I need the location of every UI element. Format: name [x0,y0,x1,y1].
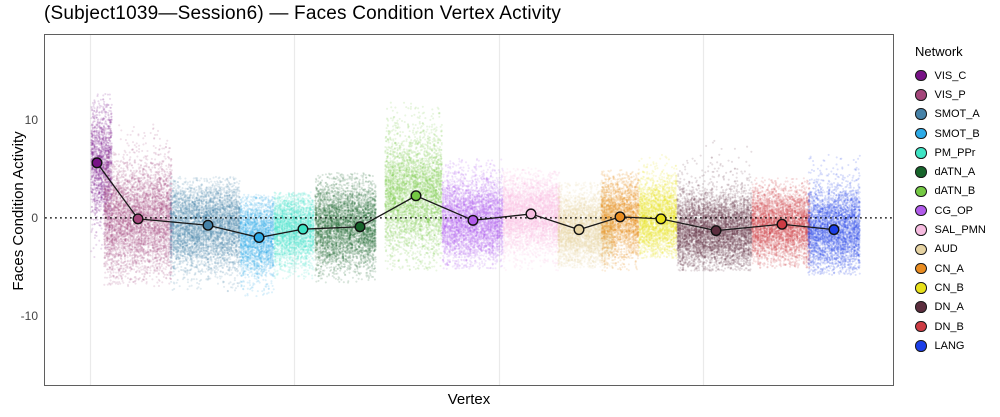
x-axis-label: Vertex [447,391,491,408]
y-tick-label: -10 [20,309,38,324]
chart-title: (Subject1039—Session6) — Faces Condition… [44,3,562,24]
legend-item-VIS_C: VIS_C [915,66,999,85]
legend-swatch-icon [915,282,927,294]
legend-swatch-icon [915,108,927,120]
legend: Network VIS_C VIS_P SMOT_A SMOT_B PM_PPr dATN… [915,44,999,355]
legend-item-SAL_PMN: SAL_PMN [915,220,999,239]
legend-swatch-icon [915,224,927,236]
legend-item-AUD: AUD [915,240,999,259]
legend-swatch-icon [915,127,927,140]
legend-item-SMOT_A: SMOT_A [915,105,999,124]
legend-item-LANG: LANG [915,336,999,355]
legend-item-DN_A: DN_A [915,298,999,317]
legend-swatch-icon [915,185,927,198]
legend-swatch-icon [915,69,927,82]
legend-label: LANG [934,339,965,352]
legend-item-DN_B: DN_B [915,317,999,336]
legend-label: SMOT_B [934,127,980,140]
legend-item-CN_B: CN_B [915,278,999,297]
legend-label: DN_A [934,301,964,314]
legend-item-CG_OP: CG_OP [915,201,999,220]
legend-item-SMOT_B: SMOT_B [915,124,999,143]
legend-swatch-icon [915,166,927,178]
legend-swatch-icon [915,243,927,256]
legend-swatch-icon [915,89,927,101]
legend-label: AUD [934,243,958,256]
legend-swatch-icon [915,340,927,352]
y-tick-label: 10 [24,112,38,127]
legend-label: DN_B [934,320,964,333]
legend-label: PM_PPr [934,146,976,159]
legend-swatch-icon [915,204,927,217]
legend-swatch-icon [915,301,927,313]
legend-label: CG_OP [934,204,974,217]
legend-swatch-icon [915,320,927,333]
legend-label: VIS_C [934,69,967,82]
legend-label: CN_B [934,281,964,294]
legend-title: Network [915,44,963,59]
legend-label: VIS_P [934,88,966,101]
scatter-plot-canvas [45,35,893,385]
legend-label: CN_A [934,262,964,275]
legend-item-dATN_A: dATN_A [915,162,999,181]
legend-label: dATN_A [934,166,976,179]
legend-swatch-icon [915,262,927,275]
legend-label: dATN_B [934,185,976,198]
legend-item-list: VIS_C VIS_P SMOT_A SMOT_B PM_PPr dATN_A dATN_B… [915,66,999,355]
legend-swatch-icon [915,147,927,159]
legend-label: SAL_PMN [934,224,986,237]
legend-item-CN_A: CN_A [915,259,999,278]
legend-item-VIS_P: VIS_P [915,85,999,104]
legend-label: SMOT_A [934,108,980,121]
legend-item-dATN_B: dATN_B [915,182,999,201]
y-tick-label: 0 [31,210,38,225]
legend-item-PM_PPr: PM_PPr [915,143,999,162]
plot-panel [44,34,894,386]
